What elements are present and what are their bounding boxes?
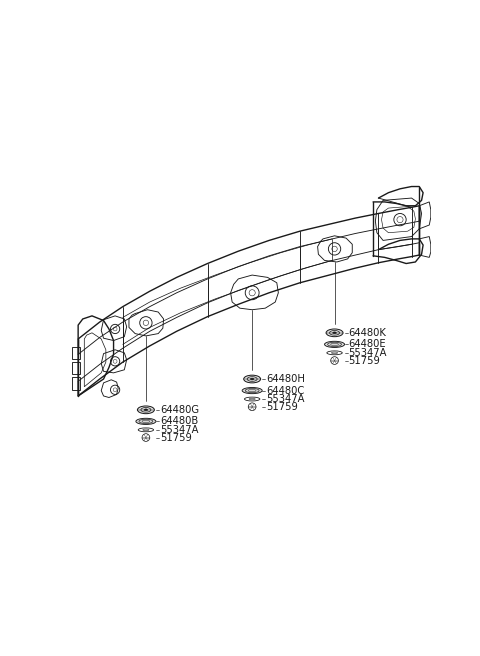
Text: 51759: 51759 xyxy=(160,432,192,443)
Ellipse shape xyxy=(250,378,254,380)
Text: 55347A: 55347A xyxy=(348,348,387,358)
Ellipse shape xyxy=(333,332,336,334)
Text: 64480B: 64480B xyxy=(160,417,198,426)
Text: 51759: 51759 xyxy=(348,356,380,365)
Ellipse shape xyxy=(144,409,148,411)
Text: 55347A: 55347A xyxy=(160,425,198,435)
Text: 55347A: 55347A xyxy=(266,394,304,404)
Ellipse shape xyxy=(137,406,155,414)
Ellipse shape xyxy=(324,341,345,348)
Text: 64480C: 64480C xyxy=(266,386,304,396)
Text: 51759: 51759 xyxy=(266,401,298,412)
Text: 64480H: 64480H xyxy=(266,374,305,384)
Text: 64480K: 64480K xyxy=(348,328,386,338)
Text: 64480G: 64480G xyxy=(160,405,199,415)
Ellipse shape xyxy=(326,329,343,337)
Text: 64480E: 64480E xyxy=(348,339,386,350)
Ellipse shape xyxy=(242,388,262,394)
Ellipse shape xyxy=(244,375,261,383)
Ellipse shape xyxy=(136,419,156,424)
